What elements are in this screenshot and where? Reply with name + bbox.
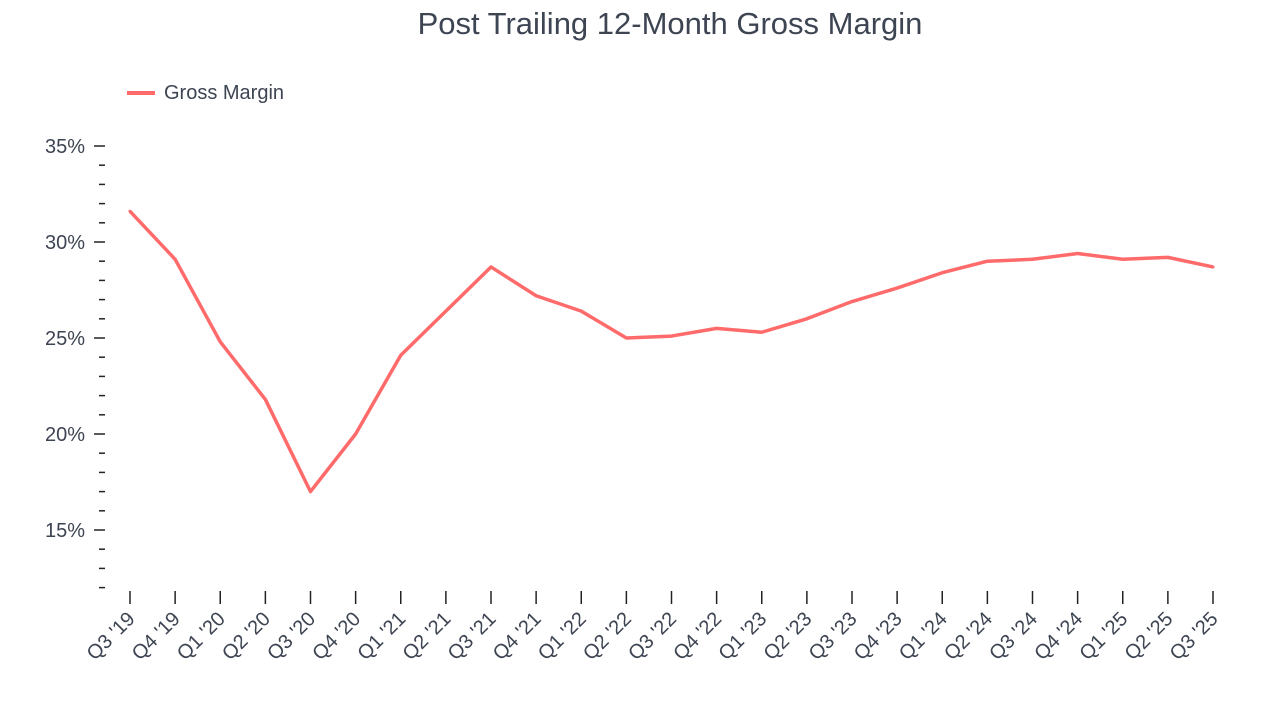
x-tick-label: Q4 '24 — [1030, 608, 1087, 665]
x-tick-label: Q3 '25 — [1166, 608, 1223, 665]
x-tick-label: Q3 '19 — [83, 608, 140, 665]
data-point — [895, 286, 899, 290]
data-point — [1166, 255, 1170, 259]
chart-title: Post Trailing 12-Month Gross Margin — [418, 6, 923, 41]
y-tick-label: 25% — [45, 328, 85, 350]
x-tick-label: Q3 '23 — [805, 608, 862, 665]
x-tick-label: Q3 '24 — [985, 608, 1042, 665]
data-point — [354, 432, 358, 436]
data-point — [985, 259, 989, 263]
data-point — [715, 326, 719, 330]
data-point — [805, 317, 809, 321]
x-tick-label: Q4 '23 — [850, 608, 907, 665]
data-point — [444, 309, 448, 313]
y-tick-label: 30% — [45, 232, 85, 254]
x-tick-label: Q4 '21 — [489, 608, 546, 665]
x-tick-label: Q4 '22 — [669, 608, 726, 665]
x-tick-label: Q4 '20 — [308, 608, 365, 665]
x-tick-label: Q2 '24 — [940, 608, 997, 665]
series-gross-margin — [128, 209, 1215, 494]
data-point — [489, 265, 493, 269]
data-point — [624, 336, 628, 340]
series-line — [128, 210, 1214, 494]
data-point — [670, 334, 673, 338]
y-tick-label: 15% — [45, 520, 85, 542]
legend-label: Gross Margin — [164, 82, 284, 104]
x-tick-label: Q1 '20 — [173, 608, 230, 665]
data-point — [218, 340, 222, 344]
y-tick-label: 20% — [45, 424, 85, 446]
x-tick-label: Q1 '25 — [1075, 608, 1132, 665]
data-point — [534, 294, 538, 298]
y-tick-label: 35% — [45, 136, 85, 158]
x-tick-label: Q1 '23 — [714, 608, 771, 665]
data-point — [263, 397, 267, 401]
x-tick-label: Q1 '24 — [895, 608, 952, 665]
data-point — [173, 257, 177, 261]
data-point — [399, 353, 403, 357]
x-tick-label: Q2 '23 — [760, 608, 817, 665]
data-point — [850, 300, 854, 304]
data-point — [1031, 257, 1034, 261]
data-point — [579, 309, 583, 313]
data-point — [1076, 252, 1080, 256]
x-tick-label: Q2 '20 — [218, 608, 275, 665]
data-point — [309, 490, 312, 494]
x-tick-label: Q2 '25 — [1121, 608, 1178, 665]
data-point — [128, 209, 132, 213]
data-point — [760, 330, 764, 334]
data-point — [940, 271, 944, 275]
x-tick-label: Q2 '21 — [399, 608, 456, 665]
data-point — [1121, 257, 1125, 261]
x-tick-label: Q2 '22 — [579, 608, 636, 665]
y-axis: 15% 20% 25% 30% 35% — [45, 136, 105, 589]
x-tick-label: Q3 '22 — [624, 608, 681, 665]
x-tick-label: Q4 '19 — [128, 608, 185, 665]
x-tick-label: Q1 '21 — [353, 608, 410, 665]
x-tick-label: Q1 '22 — [534, 608, 591, 665]
x-tick-label: Q3 '21 — [444, 608, 501, 665]
data-point — [1211, 265, 1215, 269]
x-tick-label: Q3 '20 — [263, 608, 320, 665]
